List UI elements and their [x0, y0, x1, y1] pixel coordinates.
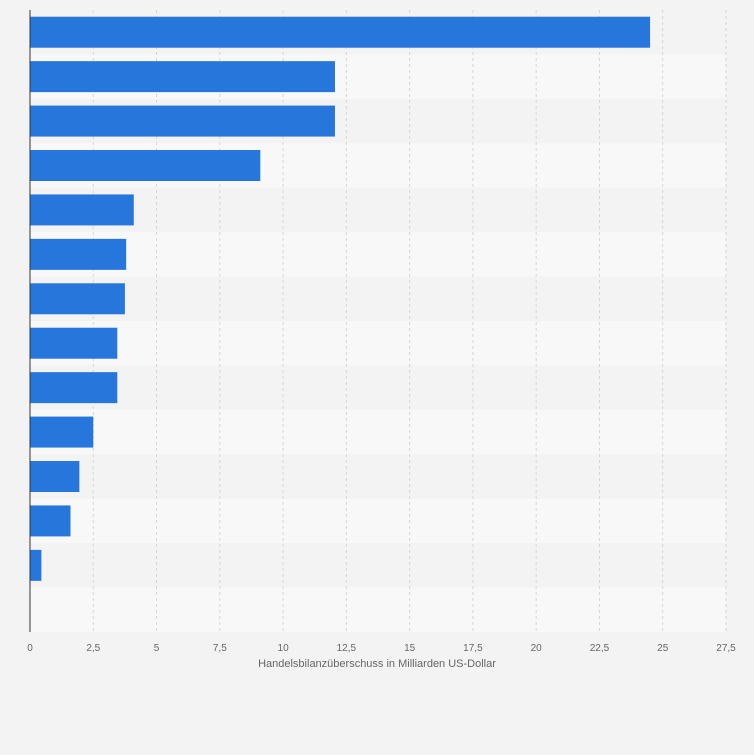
bar [30, 150, 261, 181]
x-tick-label: 17,5 [463, 643, 483, 654]
bar [30, 238, 127, 270]
row-band [30, 409, 726, 455]
x-tick-label: 15 [404, 643, 416, 654]
x-tick-label: 27,5 [716, 643, 736, 654]
row-bands [30, 10, 726, 632]
x-tick-labels: 0 2,5 5 7,5 10 12,5 15 17,5 20 22,5 25 27,5 [27, 643, 736, 654]
bar [30, 505, 71, 537]
x-tick-label: 0 [27, 643, 33, 654]
x-axis-title: Handelsbilanzüberschuss in Milliarden US… [258, 658, 496, 670]
row-band [30, 321, 726, 366]
x-tick-label: 12,5 [337, 643, 357, 654]
bar [30, 16, 651, 48]
row-band [30, 276, 726, 321]
bar [30, 372, 118, 404]
bar [30, 416, 94, 448]
row-band [30, 454, 726, 499]
x-tick-label: 7,5 [213, 643, 227, 654]
bar [30, 549, 42, 581]
bar [30, 194, 134, 226]
bar [30, 327, 118, 359]
x-tick-label: 20 [531, 643, 543, 654]
bar [30, 283, 125, 315]
row-band [30, 187, 726, 233]
x-tick-label: 10 [278, 643, 290, 654]
row-band [30, 365, 726, 410]
x-tick-label: 2,5 [86, 643, 100, 654]
bar [30, 61, 335, 93]
x-tick-label: 5 [154, 643, 160, 654]
x-tick-label: 25 [657, 643, 669, 654]
row-band [30, 232, 726, 277]
row-band [30, 543, 726, 588]
x-tick-label: 22,5 [590, 643, 610, 654]
row-band [30, 498, 726, 544]
bar [30, 105, 335, 137]
bars [30, 16, 651, 581]
row-band [30, 587, 726, 632]
bar [30, 461, 80, 492]
